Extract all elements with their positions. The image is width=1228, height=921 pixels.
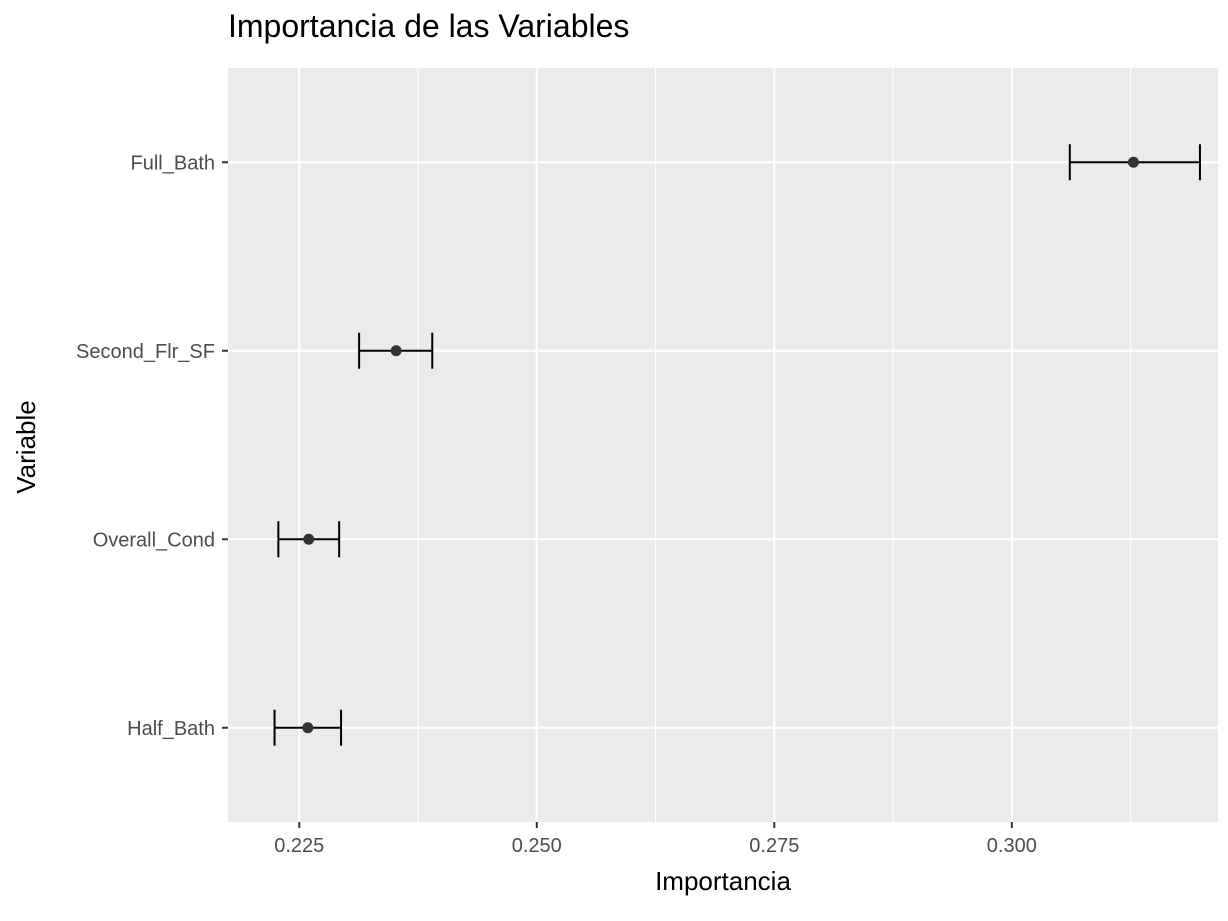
chart-title: Importancia de las Variables bbox=[228, 8, 629, 44]
plot-panel bbox=[228, 68, 1218, 822]
y-axis-ticks: Full_Bath Second_Flr_SF Overall_Cond Half_B… bbox=[76, 152, 228, 740]
major-gridlines bbox=[228, 68, 1218, 822]
data-point bbox=[302, 722, 314, 734]
x-tick-label: 0.300 bbox=[987, 835, 1037, 857]
x-axis-title: Importancia bbox=[655, 866, 791, 896]
x-axis-ticks: 0.225 0.250 0.275 0.300 bbox=[274, 822, 1037, 857]
y-tick-label: Overall_Cond bbox=[93, 529, 215, 551]
data-point bbox=[1127, 156, 1139, 168]
data-points bbox=[302, 156, 1139, 734]
data-point bbox=[303, 533, 315, 545]
x-tick-label: 0.250 bbox=[512, 835, 562, 857]
minor-gridlines bbox=[417, 68, 1132, 822]
x-tick-label: 0.225 bbox=[274, 835, 324, 857]
y-tick-label: Second_Flr_SF bbox=[76, 341, 215, 363]
y-axis-title: Variable bbox=[11, 400, 41, 493]
x-tick-label: 0.275 bbox=[749, 835, 799, 857]
data-point bbox=[390, 345, 402, 357]
y-tick-label: Full_Bath bbox=[131, 152, 216, 174]
y-tick-label: Half_Bath bbox=[127, 718, 215, 740]
